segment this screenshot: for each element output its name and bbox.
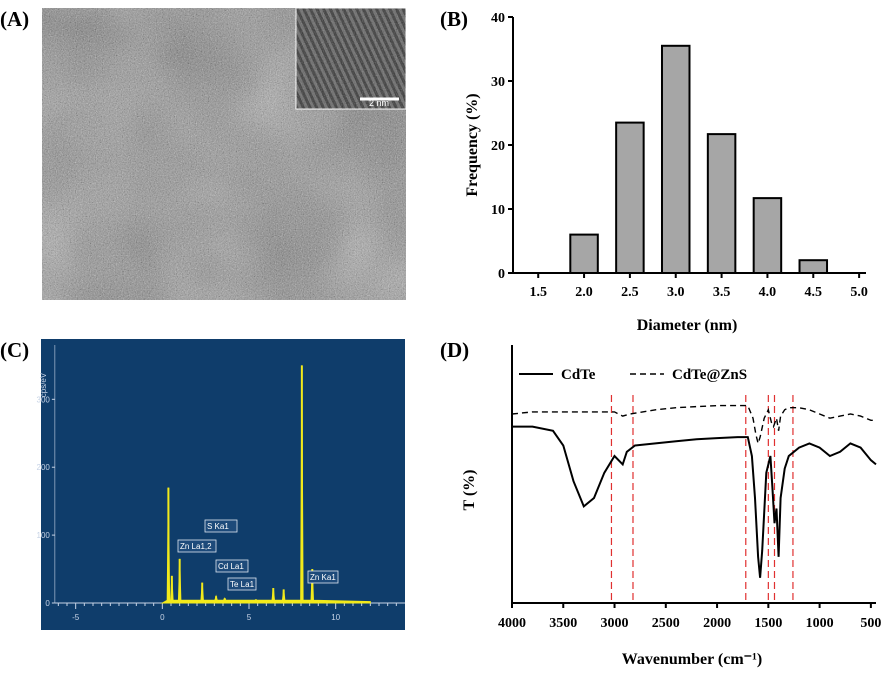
chart-c-x-tick-label: 5 [247, 613, 252, 622]
chart-c-annotation-box [227, 577, 257, 591]
legend-cdte-label: CdTe [561, 367, 596, 383]
chart-b-x-tick-label: 2.0 [575, 285, 593, 300]
chart-d-legend: CdTe CdTe@ZnS [519, 367, 747, 383]
legend-cdte-zns-label: CdTe@ZnS [672, 367, 747, 383]
chart-b-x-tick-label: 5.0 [850, 285, 868, 300]
chart-c-y-tick-label: 300 [37, 395, 51, 404]
tem-inset: 2 nm [295, 7, 407, 110]
chart-c-y-tick-label: 100 [37, 531, 51, 540]
chart-b-y-tick-label: 30 [491, 75, 505, 90]
chart-c-annotation: Cd La1 [218, 562, 244, 571]
panel-d-label: (D) [440, 338, 469, 362]
chart-b-y-tick-label: 20 [491, 139, 505, 154]
chart-c-annotation-box [215, 559, 249, 573]
chart-b-bar [615, 121, 645, 274]
panel-c-label: (C) [0, 338, 29, 362]
chart-b-bar [569, 233, 599, 275]
chart-c-x-tick-label: 0 [160, 613, 165, 622]
chart-d-xlabel: Wavenumber (cm⁻¹) [622, 651, 762, 668]
chart-d-ylabel: T (%) [461, 469, 478, 510]
chart-b: 0 10 20 30 40 1.5 2.0 2.5 3.0 3.5 4.0 4.5 5.0 [491, 11, 868, 300]
chart-b-bar [752, 197, 783, 274]
chart-c-annotation-box [307, 570, 339, 584]
chart-d-x-tick-label: 4000 [498, 616, 526, 631]
chart-b-xlabel: Diameter (nm) [637, 317, 738, 334]
chart-b-ylabel: Frequency (%) [464, 93, 481, 196]
chart-d-series-cdte-zns [511, 404, 876, 446]
chart-b-x-tick-label: 1.5 [529, 285, 547, 300]
chart-b-y-tick-label: 10 [491, 203, 505, 218]
panel-a: (A) 2 nm [0, 7, 407, 300]
panel-b-label: (B) [440, 7, 468, 31]
chart-c-y-tick-label: 200 [37, 463, 51, 472]
chart-b-x-tick-label: 2.5 [621, 285, 639, 300]
chart-d-x-tick-label: 2000 [703, 616, 731, 631]
chart-c-annotation-box [177, 539, 217, 553]
chart-b-x-tick-label: 3.5 [713, 285, 731, 300]
chart-d-x-tick-label: 2500 [652, 616, 680, 631]
scale-bar-label: 2 nm [369, 98, 389, 108]
chart-b-bar [706, 133, 737, 274]
chart-c-y-tick-label: 0 [45, 599, 50, 608]
chart-b-bar [798, 259, 829, 275]
panel-a-label: (A) [0, 7, 29, 31]
edx-background [41, 339, 405, 630]
chart-d-x-tick-label: 1000 [806, 616, 834, 631]
chart-b-x-tick-label: 4.5 [805, 285, 823, 300]
chart-b-x-tick-label: 3.0 [667, 285, 685, 300]
chart-c-annotation-box [204, 519, 238, 533]
chart-b-y-tick-label: 40 [491, 11, 505, 26]
chart-c-spectrum [160, 365, 371, 604]
chart-d-x-tick-label: 500 [860, 616, 881, 631]
chart-d-x-tick-label: 3500 [549, 616, 577, 631]
chart-d: 4000 3500 3000 2500 2000 1500 1000 500 [498, 345, 881, 631]
chart-d-series-cdte [512, 425, 877, 578]
panel-d: (D) 4000 3500 3000 2500 2000 1500 1000 500 T (%… [440, 338, 881, 668]
chart-c-annotation: Zn Ka1 [310, 573, 336, 582]
chart-c-annotation: Te La1 [230, 580, 255, 589]
chart-c-annotation: Zn La1,2 [180, 542, 212, 551]
chart-c-x-tick-label: -5 [72, 613, 80, 622]
chart-b-bar [660, 44, 691, 274]
chart-d-x-tick-label: 3000 [601, 616, 629, 631]
chart-b-y-tick-label: 0 [498, 267, 505, 282]
chart-d-x-tick-label: 1500 [754, 616, 782, 631]
chart-c-ylabel: cps/eV [39, 372, 48, 397]
chart-c-x-tick-label: 10 [331, 613, 340, 622]
panel-b: (B) 0 10 20 30 40 1.5 2.0 2.5 3.0 3.5 4.0 4.5 5.0 Fr… [440, 7, 868, 334]
chart-c-annotation: S Ka1 [207, 522, 229, 531]
chart-b-x-tick-label: 4.0 [759, 285, 777, 300]
